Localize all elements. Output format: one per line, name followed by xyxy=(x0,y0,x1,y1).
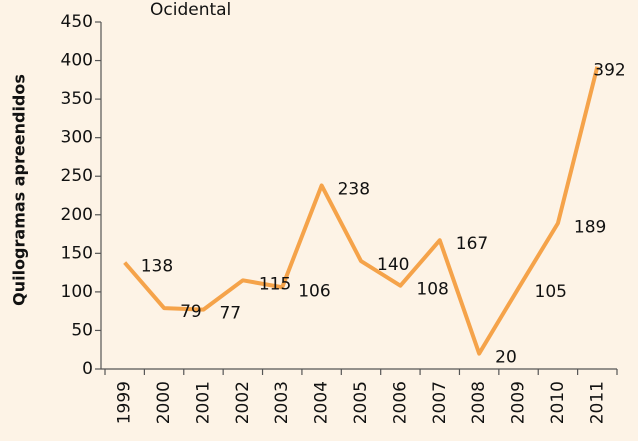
data-label: 238 xyxy=(338,179,370,199)
y-axis-label: Quilogramas apreendidos xyxy=(10,74,29,306)
data-label: 189 xyxy=(574,217,606,237)
x-tick-label: 2002 xyxy=(233,381,253,424)
x-tick-label: 2010 xyxy=(548,381,568,424)
x-tick-label: 2011 xyxy=(587,381,607,424)
chart-title: Ocidental xyxy=(150,0,231,20)
x-tick-label: 2006 xyxy=(390,381,410,424)
x-tick-label: 1999 xyxy=(115,381,135,424)
y-tick-label: 200 xyxy=(61,205,93,225)
data-label: 392 xyxy=(593,61,625,81)
data-label: 167 xyxy=(456,234,488,254)
data-label: 108 xyxy=(416,280,448,300)
x-tick-label: 2000 xyxy=(154,381,174,424)
data-label: 105 xyxy=(535,282,567,302)
x-tick-label: 2008 xyxy=(469,381,489,424)
x-tick-label: 2003 xyxy=(272,381,292,424)
x-tick-label: 2005 xyxy=(351,381,371,424)
x-tick-label: 2004 xyxy=(312,381,332,424)
y-tick-label: 150 xyxy=(61,243,93,263)
data-label: 77 xyxy=(219,304,241,324)
x-tick-label: 2001 xyxy=(193,381,213,424)
data-label: 106 xyxy=(298,281,330,301)
data-label: 79 xyxy=(180,302,202,322)
data-label: 115 xyxy=(259,274,291,294)
y-tick-label: 250 xyxy=(61,166,93,186)
y-tick-label: 100 xyxy=(61,282,93,302)
y-tick-label: 450 xyxy=(61,12,93,32)
y-tick-label: 350 xyxy=(61,89,93,109)
data-label: 20 xyxy=(495,348,517,368)
y-tick-label: 300 xyxy=(61,128,93,148)
line-series xyxy=(123,66,600,356)
y-tick-label: 400 xyxy=(61,51,93,71)
y-tick-label: 50 xyxy=(71,320,93,340)
y-tick-label: 0 xyxy=(82,359,93,379)
x-tick-label: 2007 xyxy=(430,381,450,424)
data-label: 140 xyxy=(377,255,409,275)
x-tick-label: 2009 xyxy=(509,381,529,424)
data-label: 138 xyxy=(141,257,173,277)
